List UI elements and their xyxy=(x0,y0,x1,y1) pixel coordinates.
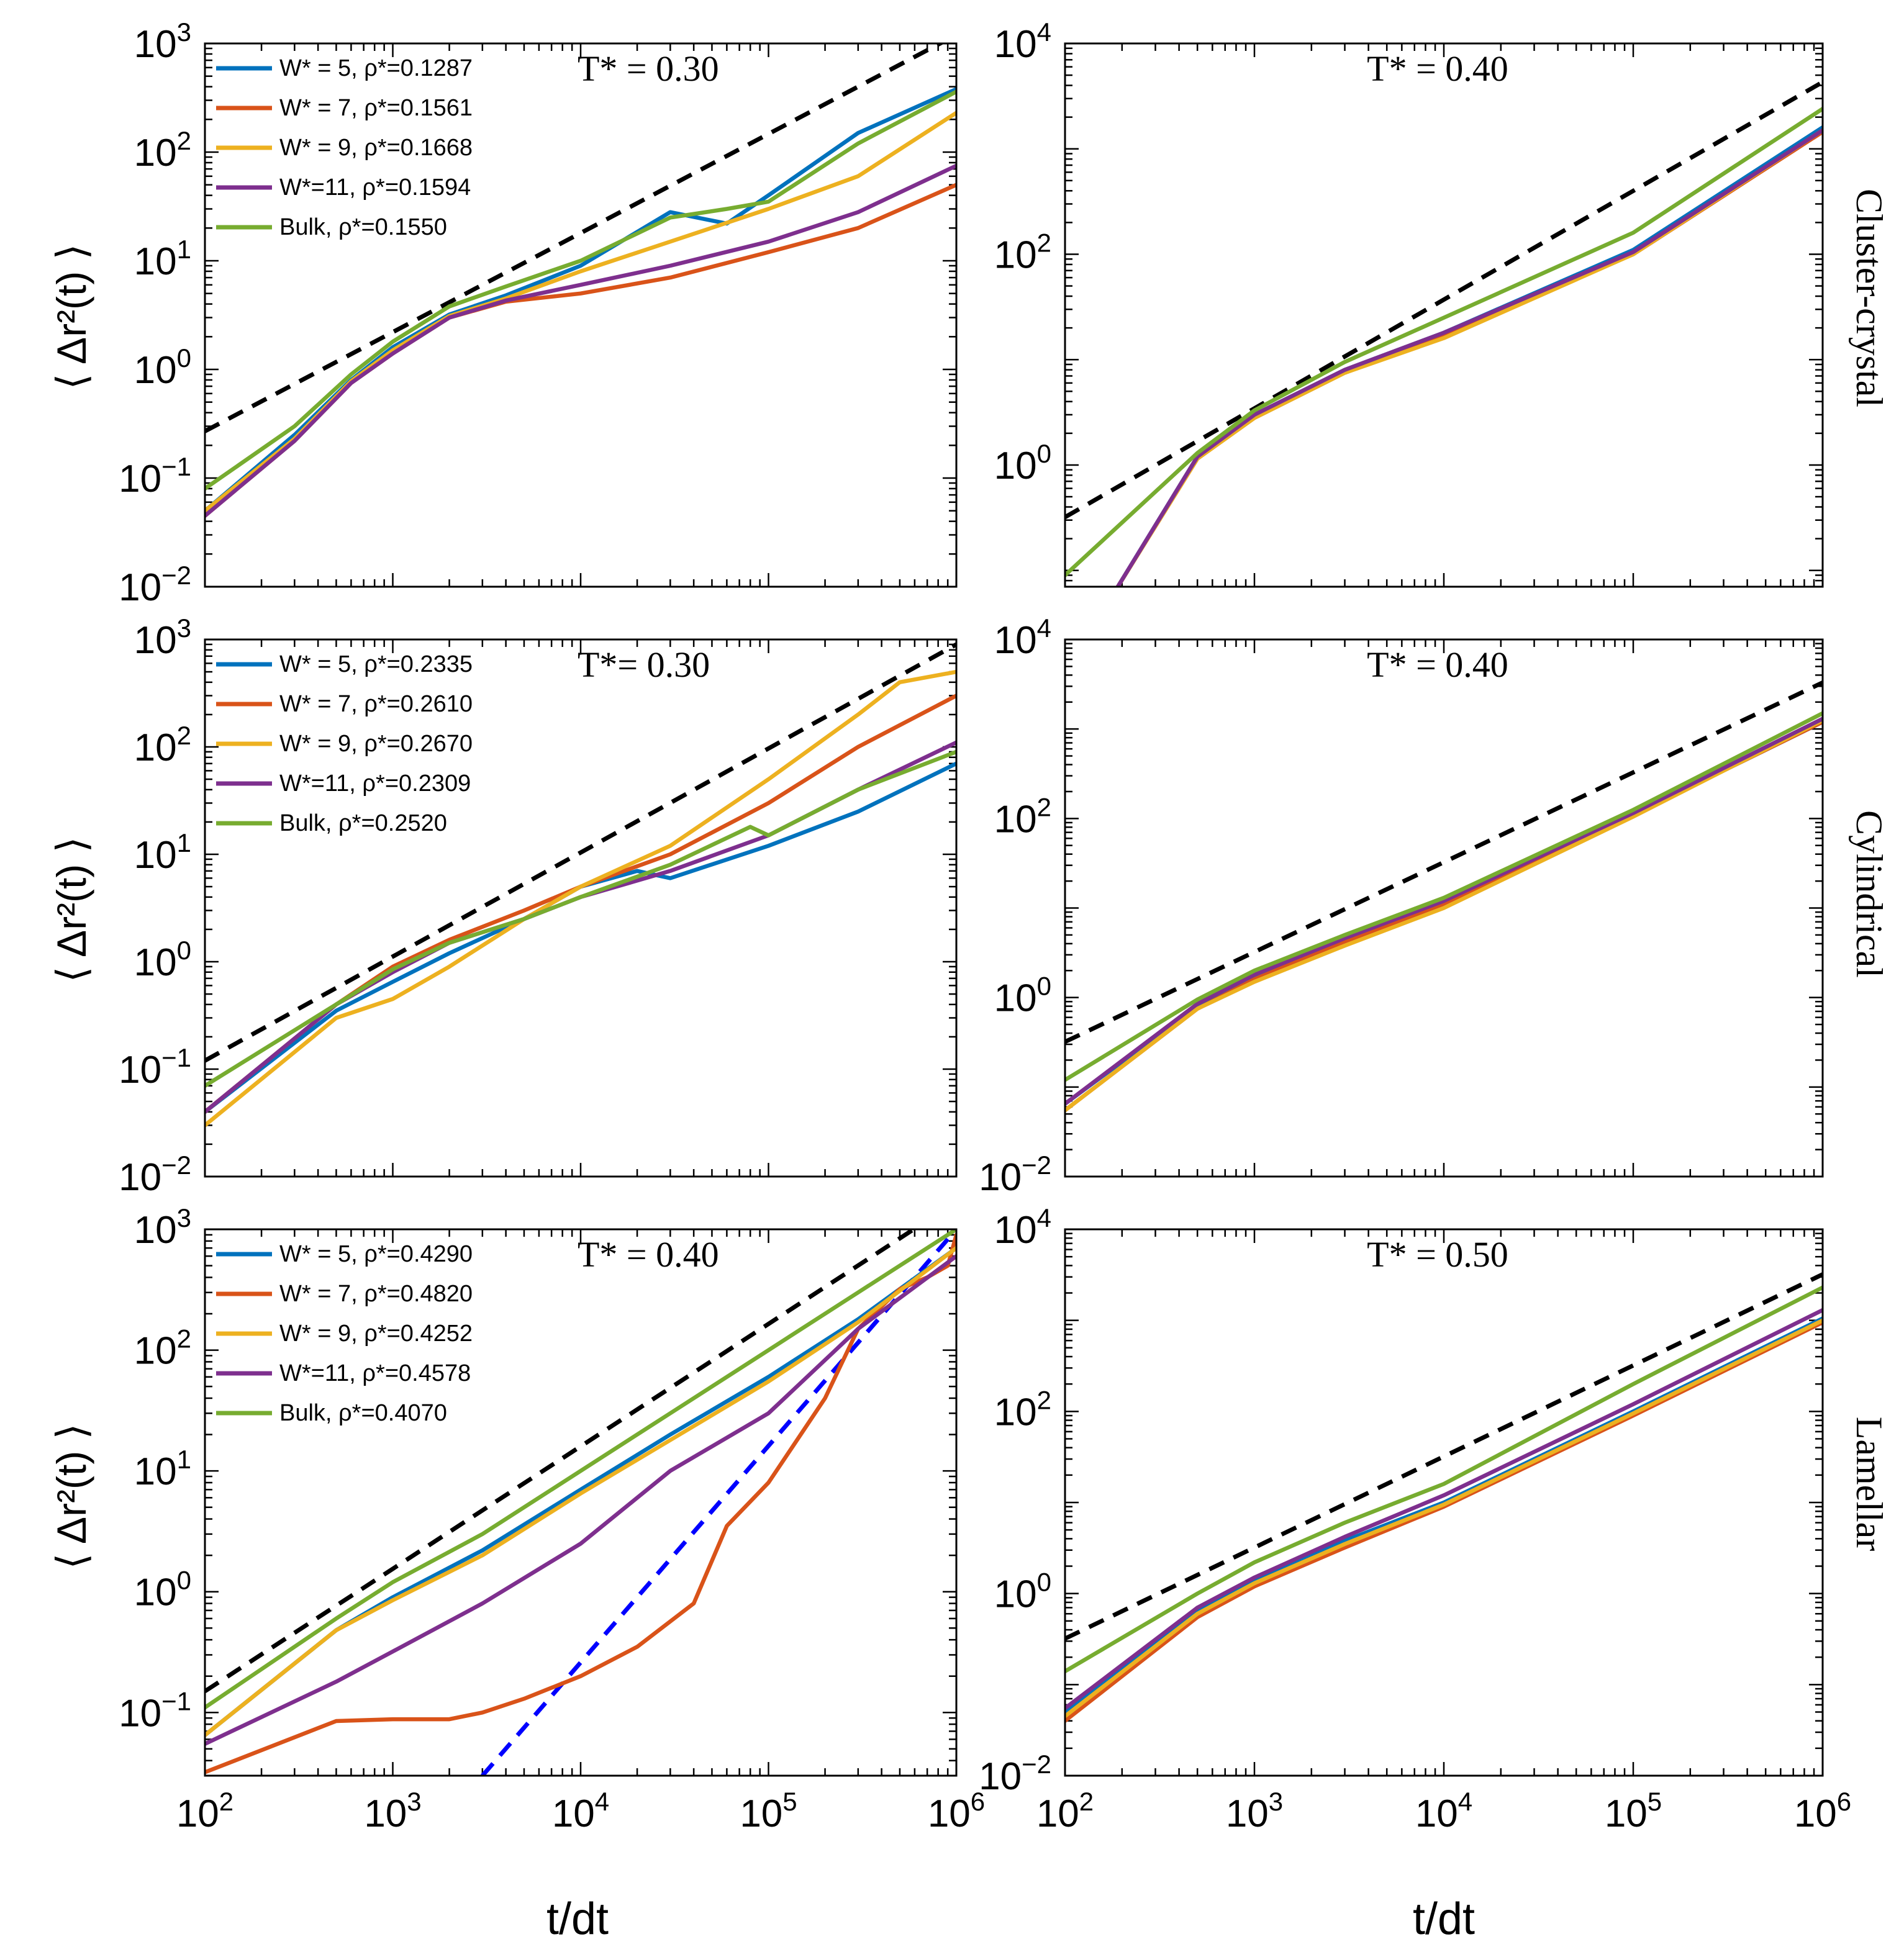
legend-label: W* = 7, ρ*=0.1561 xyxy=(279,95,473,121)
ticks xyxy=(204,639,956,1178)
ticks xyxy=(1064,1229,1823,1777)
legend-label: W*=11, ρ*=0.1594 xyxy=(279,174,471,201)
plot-area xyxy=(205,43,956,518)
series-line-purple xyxy=(205,163,956,518)
panel-title: T*= 0.30 xyxy=(578,644,710,685)
legend-label: W*=11, ρ*=0.2309 xyxy=(279,770,471,797)
black-dashed-reference-line xyxy=(205,43,945,433)
black-dashed-reference-line xyxy=(205,642,956,1063)
y-axis-label-row-3: ⟨ Δr²(t) ⟩ xyxy=(48,1424,94,1570)
ticks xyxy=(1064,43,1823,588)
legend-label: W* = 7, ρ*=0.4820 xyxy=(279,1281,473,1307)
panel-title: T* = 0.50 xyxy=(1367,1234,1508,1275)
legend: W* = 5, ρ*=0.2335 W* = 7, ρ*=0.2610 W* = 9… xyxy=(216,651,473,836)
series-line-green xyxy=(205,749,956,1088)
y-tick-label: 100 xyxy=(134,936,191,984)
row-label-cluster-crystal: Cluster-crystal xyxy=(1849,189,1890,407)
series-line-purple xyxy=(1065,716,1823,1106)
ticks xyxy=(204,1229,956,1777)
series-line-yellow xyxy=(1065,1318,1823,1719)
legend-label: W* = 9, ρ*=0.2670 xyxy=(279,731,473,757)
y-tick-label: 104 xyxy=(994,1203,1051,1252)
axes-frame xyxy=(1064,42,1824,588)
black-dashed-reference-line xyxy=(1065,80,1823,519)
series-line-green xyxy=(205,89,956,491)
axes-frame xyxy=(204,42,958,588)
plot-area xyxy=(205,642,956,1127)
legend-label: Bulk, ρ*=0.2520 xyxy=(279,810,447,836)
x-axis-label-left: t/dt xyxy=(546,1894,609,1944)
y-axis-label-row-2: ⟨ Δr²(t) ⟩ xyxy=(48,837,94,983)
legend: W* = 5, ρ*=0.1287 W* = 7, ρ*=0.1561 W* = 9… xyxy=(216,55,473,240)
plot-area xyxy=(1065,80,1823,587)
axes-frame xyxy=(204,1228,958,1777)
series-line-yellow xyxy=(1065,718,1823,1113)
plot-area xyxy=(1065,680,1823,1113)
y-axis-label-row-1: ⟨ Δr²(t) ⟩ xyxy=(48,244,94,390)
series-line-green xyxy=(1065,106,1823,577)
legend-label: W* = 7, ρ*=0.2610 xyxy=(279,691,473,717)
ticks xyxy=(1064,639,1823,1178)
series-line-green xyxy=(1065,711,1823,1082)
series-line-yellow xyxy=(205,1245,956,1737)
row-label-cylindrical: Cylindrical xyxy=(1849,810,1890,978)
legend-label: W* = 9, ρ*=0.1668 xyxy=(279,135,473,161)
axes-frame xyxy=(1064,1228,1824,1777)
legend-label: Bulk, ρ*=0.1550 xyxy=(279,214,447,240)
series-line-purple xyxy=(1065,1308,1823,1710)
legend-label: W* = 5, ρ*=0.2335 xyxy=(279,651,473,677)
black-dashed-reference-line xyxy=(205,1229,918,1693)
series-line-green xyxy=(205,1229,956,1710)
legend-label: Bulk, ρ*=0.4070 xyxy=(279,1400,447,1426)
legend-label: W* = 5, ρ*=0.1287 xyxy=(279,55,473,81)
series-line-purple xyxy=(1115,128,1823,587)
axes-frame xyxy=(204,638,958,1178)
axes-frame xyxy=(1064,638,1824,1178)
panel-title: T* = 0.40 xyxy=(1367,48,1508,89)
series-line-green xyxy=(1065,1285,1823,1674)
y-tick-label: 102 xyxy=(994,1385,1051,1434)
black-dashed-reference-line xyxy=(1065,1272,1823,1641)
black-dashed-reference-line xyxy=(1065,680,1823,1044)
ticks xyxy=(204,43,956,588)
panel-title: T* = 0.40 xyxy=(1367,644,1508,685)
series-line-purple xyxy=(205,1254,956,1746)
row-label-lamellar: Lamellar xyxy=(1849,1417,1890,1552)
y-tick-label: 10−2 xyxy=(979,1150,1051,1199)
x-axis-label-right: t/dt xyxy=(1413,1894,1475,1944)
y-tick-label: 10−1 xyxy=(119,1043,191,1091)
legend-label: W*=11, ρ*=0.4578 xyxy=(279,1360,471,1386)
panel-title: T* = 0.30 xyxy=(578,48,719,89)
legend-label: W* = 5, ρ*=0.4290 xyxy=(279,1241,473,1267)
plot-area xyxy=(205,1229,956,1776)
legend: W* = 5, ρ*=0.4290 W* = 7, ρ*=0.4820 W* = 9… xyxy=(216,1241,473,1426)
plot-area xyxy=(1065,1272,1823,1723)
legend-label: W* = 9, ρ*=0.4252 xyxy=(279,1321,473,1347)
panel-title: T* = 0.40 xyxy=(578,1234,719,1275)
y-tick-label: 10−2 xyxy=(119,561,191,609)
series-line-yellow xyxy=(205,669,956,1127)
